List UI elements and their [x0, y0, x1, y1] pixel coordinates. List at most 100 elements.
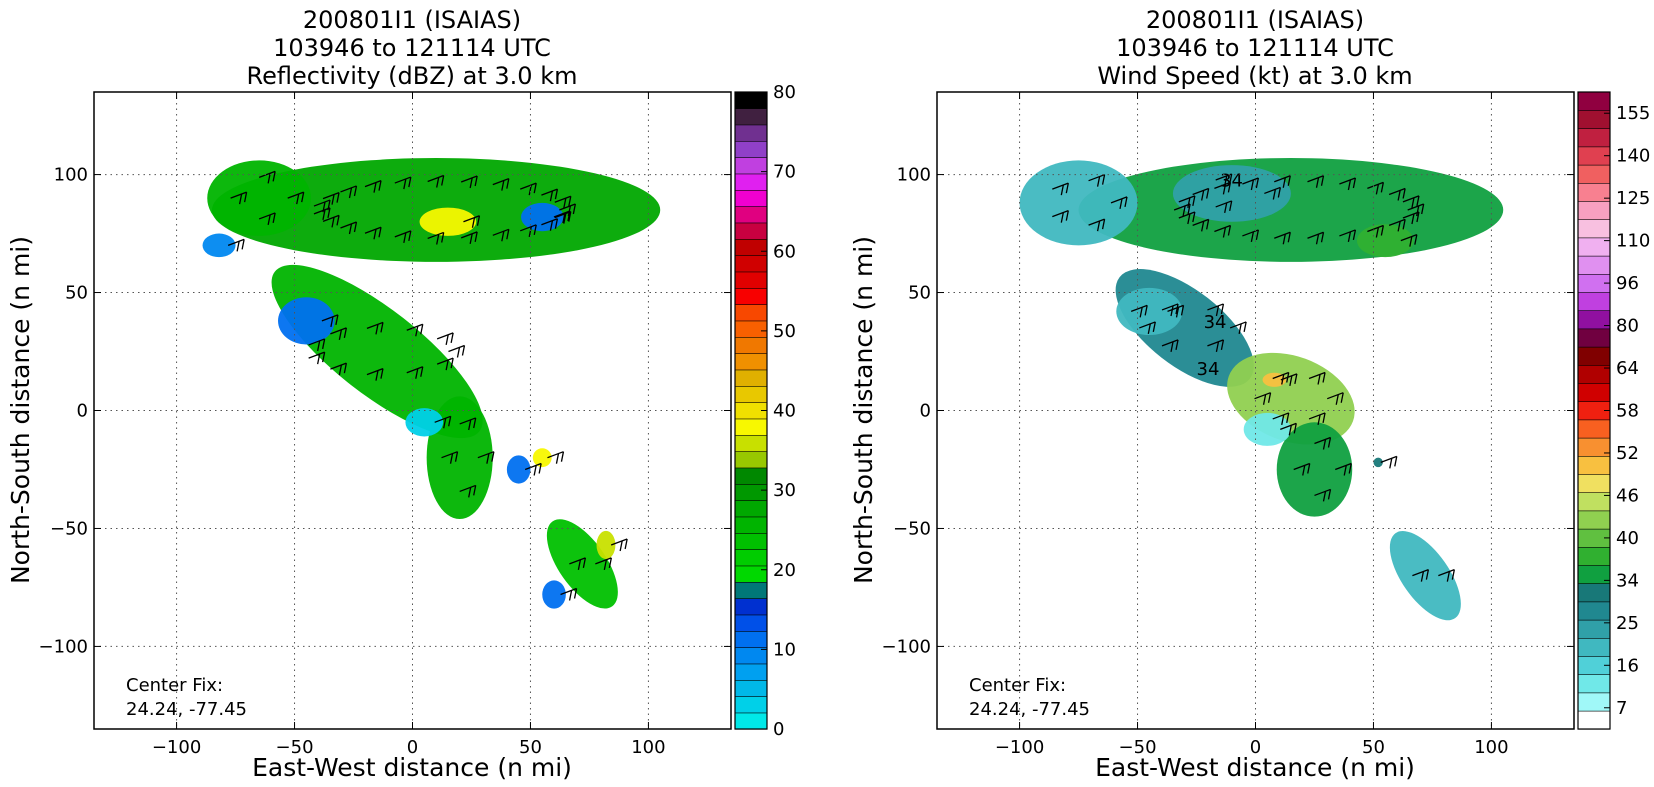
wind-barb	[321, 314, 339, 327]
wind-barb	[308, 351, 326, 365]
colorbar-tick-label: 155	[1616, 103, 1650, 124]
colorbar-segment	[734, 500, 768, 518]
echo-region	[1373, 457, 1383, 468]
colorbar-segment	[734, 516, 768, 534]
wind-barb	[258, 212, 276, 226]
wind-barb	[1308, 371, 1326, 385]
colorbar-segment	[1577, 437, 1611, 457]
wind-barb	[1192, 218, 1210, 232]
colorbar-segment	[734, 304, 768, 322]
wind-barb	[554, 211, 572, 224]
wind-barb	[434, 415, 452, 429]
wind-barb	[366, 368, 384, 381]
wind-barb	[1280, 422, 1297, 436]
x-tick-label: 0	[1250, 737, 1261, 758]
panel-title-line-1: 200801I1 (ISAIAS)	[1146, 6, 1364, 34]
colorbar-segment	[1577, 164, 1611, 184]
wind-barb	[394, 230, 412, 243]
panel-title-line-2: 103946 to 121114 UTC	[273, 34, 551, 62]
wind-barb	[406, 323, 424, 337]
colorbar-segment	[734, 385, 768, 403]
x-tick-label: 50	[1362, 737, 1385, 758]
y-tick-label: 100	[54, 165, 88, 186]
wind-barb	[1308, 412, 1326, 426]
colorbar-segment	[734, 189, 768, 207]
wind-barb	[330, 362, 348, 376]
colorbar: 0 10 20 30 40 50 60 70 80	[734, 82, 796, 740]
wind-barb	[394, 176, 412, 190]
wind-barb	[1367, 181, 1385, 195]
colorbar-segment	[734, 565, 768, 583]
colorbar-segment	[1577, 91, 1611, 111]
colorbar-segment	[1577, 200, 1611, 220]
colorbar-segment	[734, 222, 768, 240]
wind-barb	[1388, 187, 1406, 201]
wind-barb	[1178, 195, 1196, 209]
y-tick-label: 50	[908, 283, 931, 304]
colorbar-segment	[734, 532, 768, 550]
echo-region	[1172, 165, 1291, 222]
wind-barb	[1229, 321, 1247, 335]
panel-title-line-3: Reflectivity (dBZ) at 3.0 km	[247, 62, 578, 90]
colorbar-segment	[1577, 601, 1611, 621]
wind-barb	[1400, 234, 1418, 247]
wind-barb	[459, 484, 477, 498]
colorbar-tick-label: 46	[1616, 485, 1639, 506]
y-tick-label: 50	[65, 283, 88, 304]
colorbar-segment	[734, 581, 768, 599]
colorbar-tick-label: 40	[773, 401, 796, 422]
wind-barb	[313, 207, 331, 220]
echo-region	[1078, 158, 1504, 262]
wind-barb	[460, 231, 478, 245]
colorbar-segment	[734, 353, 768, 371]
wind-barb	[1380, 455, 1398, 469]
wind-barb	[492, 228, 510, 242]
wind-barb	[340, 185, 358, 199]
wind-barb	[1207, 303, 1225, 317]
wind-barb	[1130, 304, 1148, 318]
wind-barb	[1264, 186, 1281, 200]
wind-barbs	[1052, 173, 1455, 582]
wind-barb	[1178, 211, 1196, 225]
colorbar-segment	[1577, 310, 1611, 330]
colorbar-segment	[1577, 546, 1611, 566]
wind-barb	[1167, 304, 1185, 318]
wind-barb	[364, 226, 382, 240]
wind-barb	[541, 188, 559, 202]
wind-barb	[1214, 224, 1232, 238]
echo-region	[426, 396, 493, 520]
wind-barb	[1412, 569, 1430, 582]
colorbar-segment	[734, 287, 768, 305]
wind-barb	[436, 332, 454, 346]
colorbar-segment	[734, 173, 768, 191]
wind-barb	[1339, 177, 1357, 191]
wind-barb	[595, 557, 612, 570]
colorbar-tick-label: 96	[1616, 273, 1639, 294]
axis-ticks: −100 −50 0 50 100 −100 −50 0 50 100	[39, 92, 731, 758]
wind-barb	[520, 224, 537, 237]
x-tick-label: 100	[1474, 737, 1508, 758]
colorbar-segment	[1577, 419, 1611, 439]
wind-barb	[340, 221, 358, 235]
colorbar-segment	[1577, 328, 1611, 348]
wind-barb	[1110, 196, 1128, 210]
wind-barb	[553, 210, 571, 224]
colorbar-segment	[734, 467, 768, 485]
colorbar-segment	[734, 140, 768, 158]
colorbar: 7 16 25 34 40 46 52 58 64 80 96 110 125 140 155	[1577, 91, 1650, 730]
colorbar-tick-label: 16	[1616, 655, 1639, 676]
wind-barb	[1161, 303, 1179, 317]
echo-region	[419, 207, 477, 236]
colorbar-segment	[1577, 692, 1611, 712]
colorbar-tick-label: 140	[1616, 146, 1650, 167]
panel-reflectivity: 200801I1 (ISAIAS) 103946 to 121114 UTC R…	[6, 6, 796, 782]
y-tick-label: −50	[893, 518, 931, 539]
colorbar-segment	[734, 712, 768, 730]
colorbar-tick-label: 7	[1616, 698, 1627, 719]
colorbar-tick-label: 80	[1616, 316, 1639, 337]
colorbar-segment	[734, 271, 768, 289]
wind-barb	[1293, 462, 1311, 476]
y-tick-label: −100	[882, 636, 931, 657]
echo-region	[1276, 422, 1353, 517]
colorbar-segment	[734, 418, 768, 436]
